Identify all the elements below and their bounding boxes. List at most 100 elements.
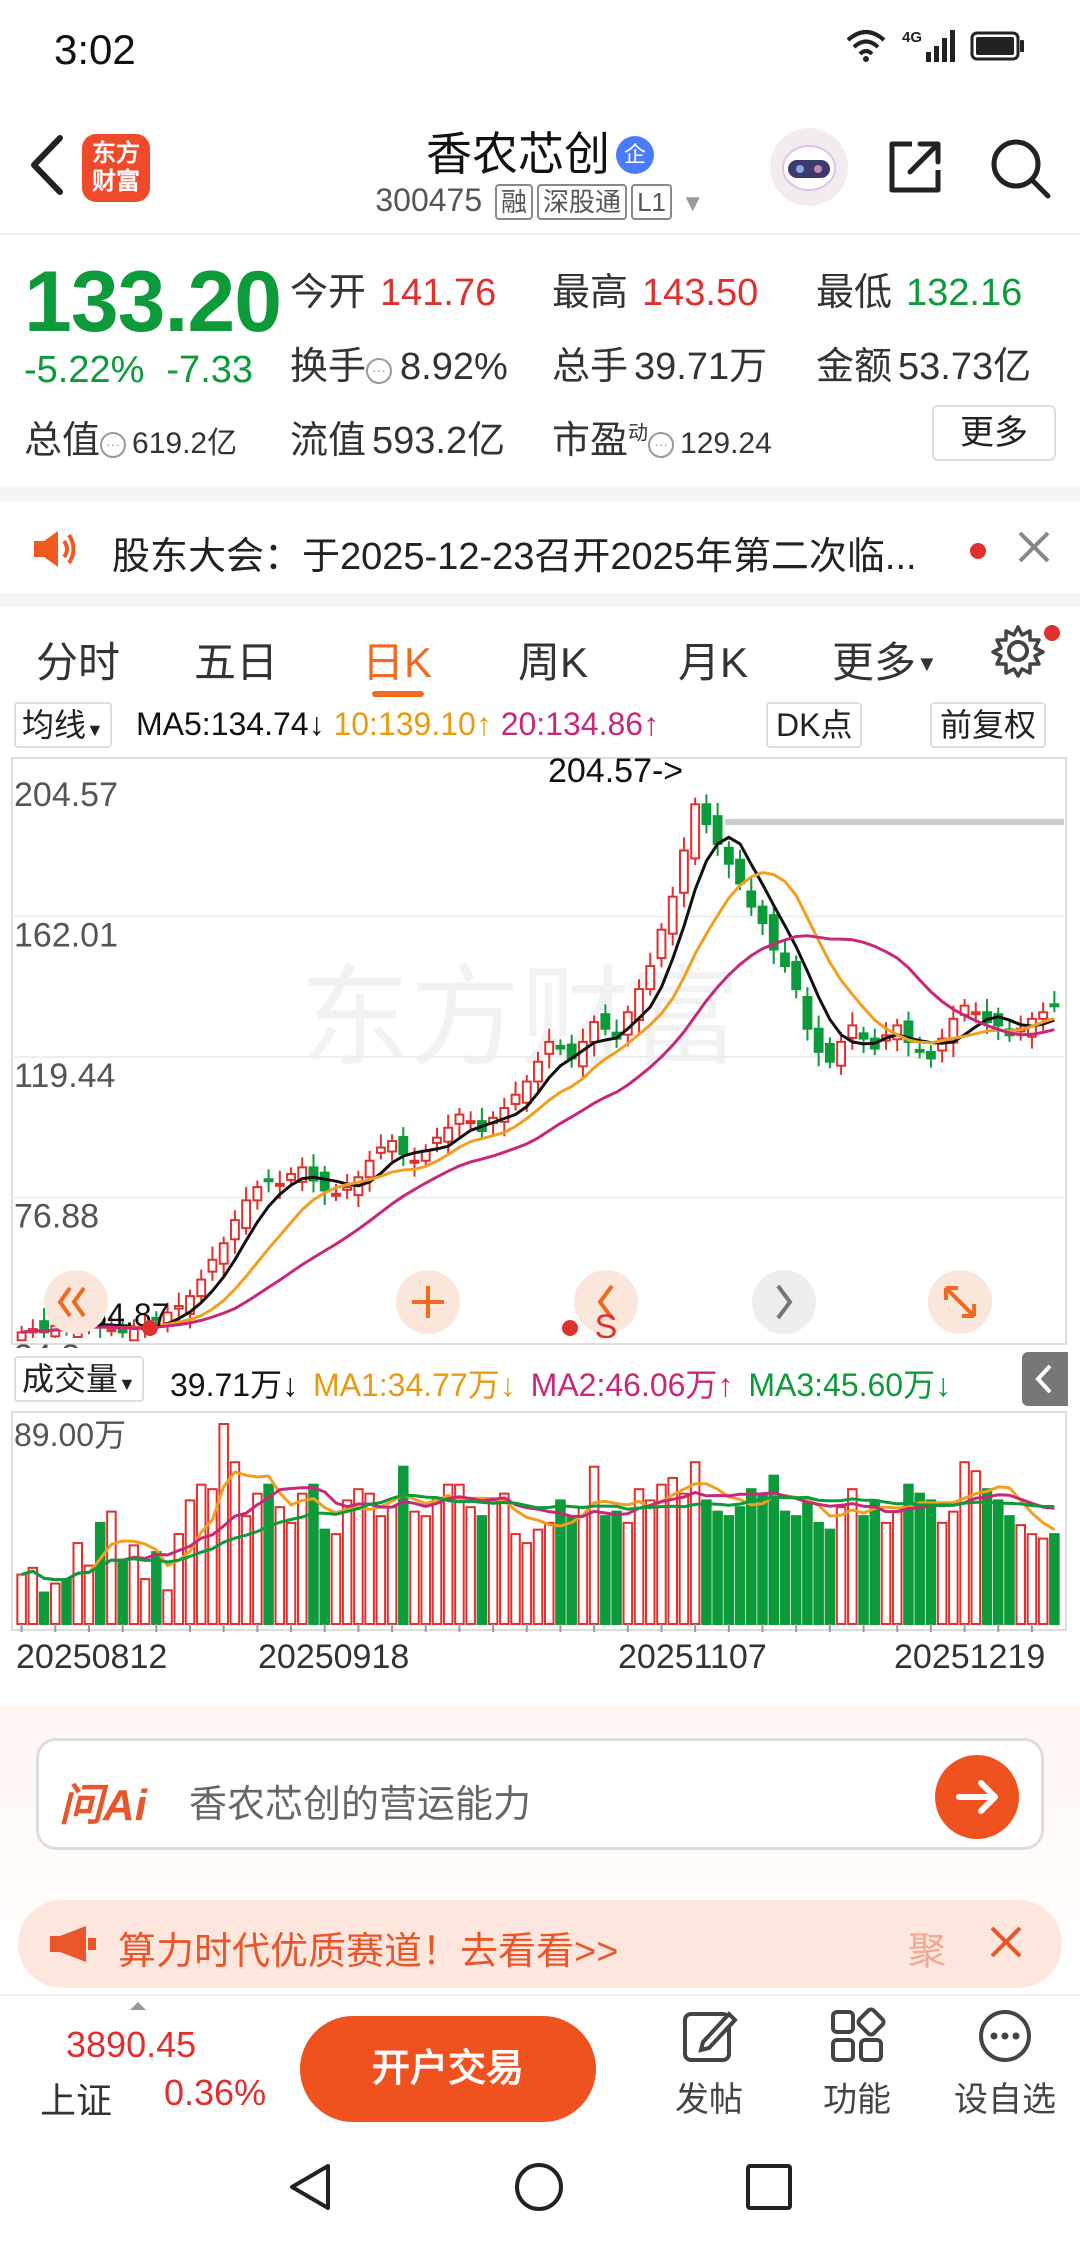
nav-recents-icon[interactable] bbox=[742, 2160, 796, 2214]
ma-selector[interactable]: 均线▼ bbox=[14, 702, 112, 748]
volume-bar bbox=[768, 1474, 780, 1625]
candle bbox=[858, 1032, 869, 1040]
high-label: 最高 bbox=[552, 272, 629, 314]
volume-bar bbox=[1037, 1537, 1049, 1625]
volume-bar bbox=[420, 1515, 432, 1625]
vol-ma2-value: MA2:46.06万↑ bbox=[530, 1367, 734, 1403]
volume-selector[interactable]: 成交量▼ bbox=[14, 1356, 144, 1402]
volume-bar bbox=[1026, 1533, 1038, 1625]
tab-daily-k[interactable]: 日K bbox=[362, 639, 433, 686]
announcement-text: 股东大会：于2025-12-23召开2025年第二次临... bbox=[112, 536, 917, 578]
candle bbox=[544, 1040, 555, 1055]
volume-bar bbox=[319, 1528, 330, 1625]
volume-bar bbox=[847, 1488, 858, 1626]
candle bbox=[757, 905, 768, 925]
tab-monthly-k[interactable]: 月K bbox=[678, 639, 749, 686]
volume-bar bbox=[442, 1483, 454, 1625]
volume-bar bbox=[858, 1515, 869, 1625]
volume-bar bbox=[891, 1510, 903, 1625]
info-dots-icon[interactable]: ··· bbox=[366, 358, 393, 384]
open-account-trade-button[interactable]: 开户交易 bbox=[300, 2016, 596, 2122]
y-tick-label: 76.88 bbox=[14, 1197, 99, 1235]
candle bbox=[701, 803, 712, 826]
nav-back-icon[interactable] bbox=[284, 2160, 338, 2214]
volume-bar bbox=[622, 1521, 634, 1625]
functions-label: 功能 bbox=[823, 2081, 891, 2119]
nav-home-icon[interactable] bbox=[512, 2160, 566, 2214]
promo-tag: 聚 bbox=[908, 1931, 947, 1973]
candle bbox=[679, 849, 689, 894]
back-arrow-icon[interactable] bbox=[22, 130, 72, 200]
functions-button[interactable]: 功能 bbox=[792, 2006, 922, 2121]
status-bar: 3:02 4G bbox=[0, 0, 1080, 100]
candle bbox=[712, 815, 723, 845]
watchlist-label: 设自选 bbox=[954, 2081, 1056, 2119]
post-button[interactable]: 发帖 bbox=[644, 2006, 774, 2121]
ai-question-box[interactable]: 问Ai 香农芯创的营运能力 bbox=[36, 1738, 1044, 1850]
vol-ma1-value: MA1:34.77万↓ bbox=[312, 1367, 516, 1403]
turnover-label: 换手 bbox=[290, 346, 367, 388]
close-icon[interactable] bbox=[1014, 527, 1054, 567]
info-dots-icon[interactable]: ··· bbox=[648, 432, 675, 458]
tab-intraday[interactable]: 分时 bbox=[36, 639, 121, 686]
signal-icon: 4G bbox=[902, 29, 955, 62]
adjust-button[interactable]: 前复权 bbox=[930, 702, 1047, 748]
volume-bar bbox=[16, 1573, 27, 1625]
volume-bar bbox=[959, 1461, 970, 1626]
change-amount: -7.33 bbox=[166, 349, 254, 391]
double-chevron-left-icon bbox=[57, 1286, 86, 1318]
float-label: 流值 bbox=[290, 420, 367, 462]
more-quote-button[interactable]: 更多 bbox=[932, 405, 1056, 461]
speaker-icon bbox=[34, 531, 76, 567]
gear-icon[interactable] bbox=[990, 623, 1046, 679]
candle bbox=[331, 1192, 341, 1197]
volume-bar bbox=[38, 1591, 50, 1625]
info-dots-icon[interactable]: ··· bbox=[100, 432, 127, 458]
search-icon[interactable] bbox=[988, 136, 1052, 200]
dk-point-button[interactable]: DK点 bbox=[766, 702, 863, 748]
date-axis: 20250812 20250918 20251107 20251219 bbox=[0, 1634, 1080, 1694]
volume-bar bbox=[1049, 1533, 1060, 1625]
collapse-panel-button[interactable] bbox=[1022, 1352, 1068, 1406]
volume-bar bbox=[476, 1515, 488, 1625]
caret-down-icon[interactable]: ▼ bbox=[680, 190, 705, 217]
volume-bar bbox=[184, 1499, 196, 1625]
candlestick-chart[interactable]: 东方财富 204.57 162.01 119.44 76.88 34.3 204.57-… bbox=[0, 756, 1080, 1348]
volume-max-label: 89.00万 bbox=[14, 1417, 126, 1453]
mktcap-label: 总值 bbox=[24, 420, 101, 462]
volume-bar bbox=[139, 1578, 151, 1626]
volume-indicator-bar: 成交量▼ 39.71万↓ MA1:34.77万↓ MA2:46.06万↑ MA3… bbox=[0, 1352, 1080, 1406]
promo-banner[interactable]: 算力时代优质赛道！去看看>> 聚 bbox=[18, 1900, 1062, 1988]
volume-bar bbox=[667, 1476, 678, 1625]
candle bbox=[533, 1060, 543, 1083]
amount-label: 金额 bbox=[816, 346, 893, 388]
add-watchlist-button[interactable]: 设自选 bbox=[940, 2006, 1070, 2121]
announcement-bar[interactable]: 股东大会：于2025-12-23召开2025年第二次临... bbox=[0, 487, 1080, 587]
close-icon[interactable] bbox=[984, 1920, 1028, 1964]
volume-bar bbox=[948, 1510, 959, 1625]
prev-button[interactable] bbox=[574, 1270, 638, 1334]
candle bbox=[432, 1136, 442, 1144]
volume-bar bbox=[802, 1499, 813, 1625]
volume-bar bbox=[723, 1515, 735, 1625]
index-value[interactable]: 3890.45 bbox=[66, 2024, 197, 2065]
low-label: 最低 bbox=[816, 272, 893, 314]
volume-label: 总手 bbox=[552, 346, 629, 388]
index-name: 上证 bbox=[40, 2080, 113, 2121]
volume-chart[interactable]: 89.00万 bbox=[0, 1410, 1080, 1634]
share-icon[interactable] bbox=[884, 136, 946, 198]
ai-robot-icon[interactable] bbox=[770, 128, 848, 206]
volume-bar bbox=[555, 1499, 566, 1625]
volume-bar bbox=[510, 1533, 521, 1625]
candle bbox=[970, 1011, 981, 1016]
tab-more[interactable]: 更多▼ bbox=[832, 629, 938, 690]
tab-weekly-k[interactable]: 周K bbox=[518, 639, 589, 686]
tab-five-day[interactable]: 五日 bbox=[194, 639, 279, 686]
level-tag: L1 bbox=[631, 184, 672, 220]
volume-bar bbox=[588, 1465, 600, 1626]
next-button[interactable] bbox=[752, 1270, 816, 1334]
volume-bar bbox=[880, 1521, 892, 1625]
volume-bar bbox=[1015, 1524, 1026, 1625]
app-logo[interactable]: 东方财富 bbox=[82, 134, 150, 202]
ai-go-button[interactable] bbox=[935, 1755, 1019, 1839]
